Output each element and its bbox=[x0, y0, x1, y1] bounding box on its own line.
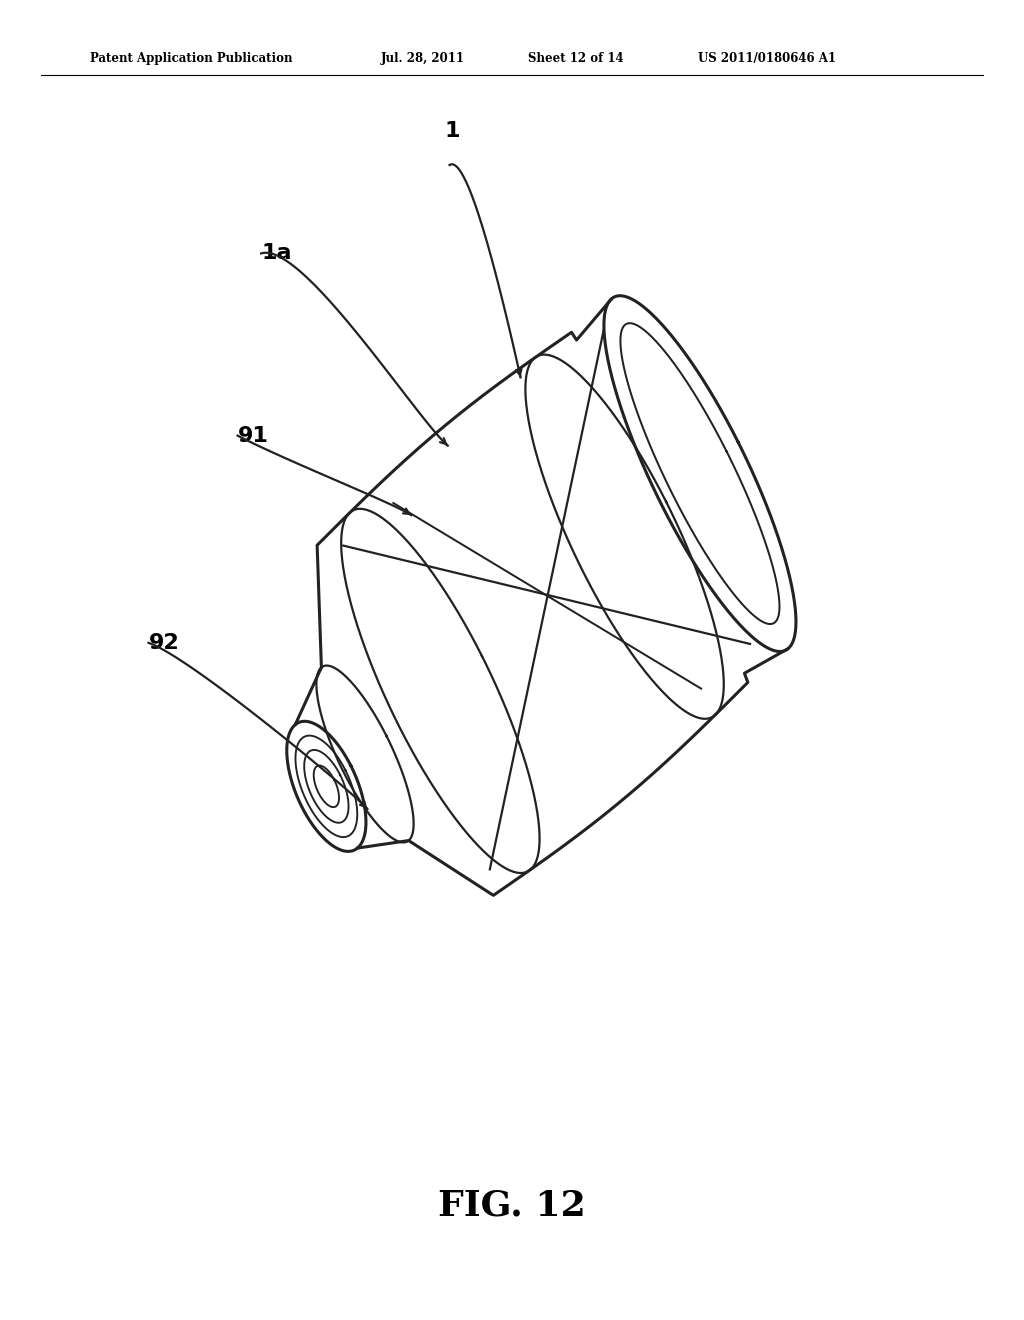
Text: FIG. 12: FIG. 12 bbox=[438, 1188, 586, 1222]
Text: US 2011/0180646 A1: US 2011/0180646 A1 bbox=[698, 51, 837, 65]
Text: 1: 1 bbox=[444, 121, 460, 141]
Text: 1a: 1a bbox=[261, 243, 292, 264]
Text: 91: 91 bbox=[238, 425, 268, 446]
Text: Sheet 12 of 14: Sheet 12 of 14 bbox=[528, 51, 624, 65]
Text: 92: 92 bbox=[148, 632, 179, 653]
Text: Jul. 28, 2011: Jul. 28, 2011 bbox=[381, 51, 465, 65]
Text: Patent Application Publication: Patent Application Publication bbox=[90, 51, 293, 65]
